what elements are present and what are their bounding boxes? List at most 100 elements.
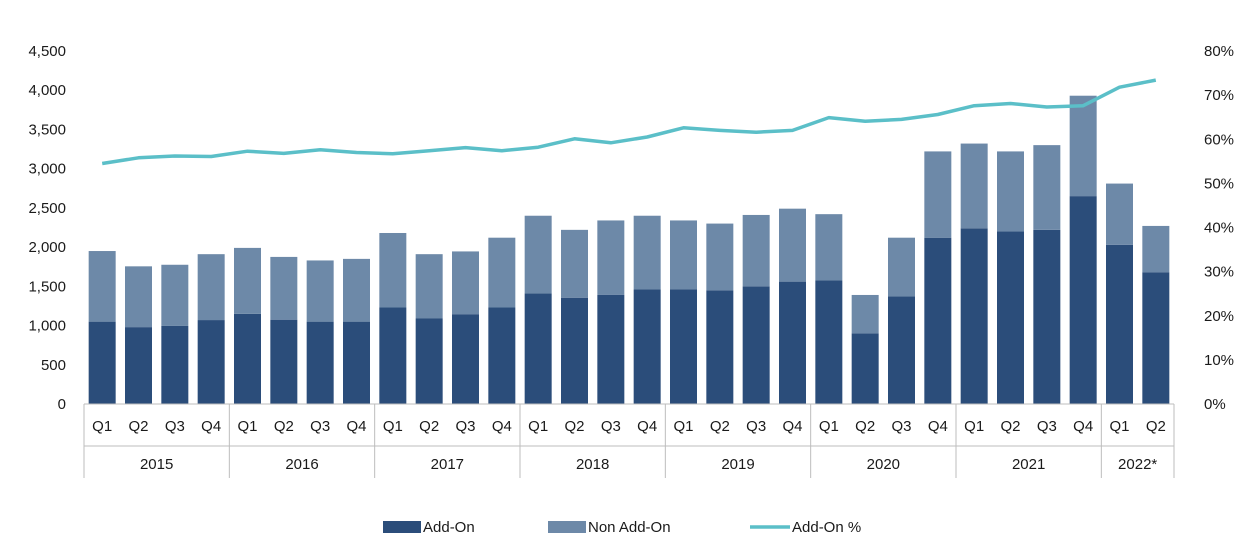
quarter-tick-label: Q3 — [310, 418, 330, 435]
bar-non-add-on — [888, 237, 915, 297]
quarter-tick-label: Q4 — [492, 418, 512, 435]
bar-non-add-on — [306, 260, 334, 322]
bar-non-add-on — [415, 254, 443, 319]
legend: Add-On Non Add-On Add-On % — [383, 519, 861, 536]
bar-add-on — [997, 231, 1024, 404]
left-axis-tick-label: 3,000 — [28, 161, 66, 178]
left-axis-tick-label: 2,500 — [28, 200, 66, 217]
bar-add-on — [1069, 196, 1097, 404]
bar-add-on — [524, 293, 552, 404]
bar-non-add-on — [779, 208, 806, 282]
bar-non-add-on — [1106, 183, 1133, 245]
left-axis-tick-label: 500 — [41, 357, 66, 374]
axes-layer: 0 500 1,000 1,500 2,000 2,500 3,000 3,500 4,000 4… — [28, 43, 1234, 478]
bar-add-on — [779, 281, 806, 404]
quarter-tick-label: Q1 — [819, 418, 839, 435]
bar-add-on — [960, 228, 988, 404]
bar-non-add-on — [197, 254, 225, 321]
quarter-tick-label: Q4 — [346, 418, 366, 435]
bar-add-on — [343, 321, 370, 404]
quarter-tick-label: Q1 — [964, 418, 984, 435]
quarter-tick-label: Q1 — [1109, 418, 1129, 435]
bar-non-add-on — [706, 223, 734, 291]
bar-non-add-on — [270, 256, 298, 320]
bar-add-on — [452, 314, 479, 404]
bar-add-on — [706, 290, 734, 404]
quarter-tick-label: Q3 — [746, 418, 766, 435]
quarter-tick-label: Q2 — [1000, 418, 1020, 435]
line-add-on-pct — [101, 78, 1157, 166]
left-axis-tick-label: 1,500 — [28, 278, 66, 295]
bar-add-on — [561, 297, 588, 404]
quarter-tick-label: Q3 — [165, 418, 185, 435]
bar-non-add-on — [125, 266, 152, 328]
bar-non-add-on — [1142, 225, 1170, 273]
quarter-tick-label: Q4 — [201, 418, 221, 435]
quarter-tick-label: Q4 — [637, 418, 657, 435]
left-axis-tick-label: 4,000 — [28, 82, 66, 99]
bar-add-on — [597, 294, 625, 404]
right-axis-tick-label: 80% — [1204, 43, 1234, 60]
bar-add-on — [888, 296, 915, 404]
bar-non-add-on — [960, 143, 988, 229]
bar-add-on — [1106, 244, 1133, 404]
bar-non-add-on — [670, 220, 697, 290]
right-axis-tick-label: 30% — [1204, 264, 1234, 281]
year-tick-label: 2019 — [721, 456, 754, 473]
bar-non-add-on — [234, 247, 261, 314]
bar-add-on — [1033, 229, 1061, 404]
right-axis-tick-label: 40% — [1204, 220, 1234, 237]
legend-swatch-add-on — [383, 521, 421, 533]
year-tick-label: 2022* — [1118, 456, 1157, 473]
quarter-tick-label: Q4 — [1073, 418, 1093, 435]
bar-add-on — [270, 319, 298, 404]
bar-non-add-on — [488, 237, 516, 308]
bar-add-on — [415, 318, 443, 404]
quarter-tick-label: Q2 — [419, 418, 439, 435]
quarter-tick-label: Q2 — [564, 418, 584, 435]
bar-add-on — [161, 325, 189, 404]
quarter-tick-label: Q4 — [782, 418, 802, 435]
bar-add-on — [815, 280, 843, 404]
bar-add-on — [1142, 272, 1170, 404]
quarter-tick-label: Q3 — [455, 418, 475, 435]
left-axis-tick-label: 0 — [58, 396, 66, 413]
quarter-tick-label: Q1 — [92, 418, 112, 435]
bar-add-on — [234, 313, 261, 404]
bar-add-on — [88, 321, 116, 404]
year-tick-label: 2020 — [867, 456, 900, 473]
bar-add-on — [924, 237, 952, 404]
right-axis-tick-label: 50% — [1204, 175, 1234, 192]
right-axis-tick-label: 70% — [1204, 87, 1234, 104]
bar-non-add-on — [524, 215, 552, 294]
bar-add-on — [197, 320, 225, 404]
right-axis-tick-label: 20% — [1204, 308, 1234, 325]
left-axis-tick-label: 1,000 — [28, 318, 66, 335]
bar-non-add-on — [379, 232, 407, 308]
bar-add-on — [742, 286, 770, 404]
bar-non-add-on — [452, 251, 479, 315]
line-layer — [101, 78, 1157, 166]
bar-add-on — [379, 307, 407, 404]
legend-swatch-non-add-on — [548, 521, 586, 533]
quarter-tick-label: Q1 — [383, 418, 403, 435]
quarter-tick-label: Q3 — [601, 418, 621, 435]
quarter-tick-label: Q2 — [710, 418, 730, 435]
quarter-tick-label: Q4 — [928, 418, 948, 435]
bar-add-on — [633, 289, 661, 404]
bar-non-add-on — [343, 258, 370, 322]
right-axis-tick-label: 10% — [1204, 352, 1234, 369]
quarter-tick-label: Q2 — [274, 418, 294, 435]
bar-non-add-on — [815, 214, 843, 281]
bar-add-on — [488, 307, 516, 404]
year-tick-label: 2015 — [140, 456, 173, 473]
bar-non-add-on — [633, 215, 661, 290]
bar-non-add-on — [997, 151, 1024, 232]
year-tick-label: 2021 — [1012, 456, 1045, 473]
left-axis-tick-label: 3,500 — [28, 121, 66, 138]
bars-layer — [88, 95, 1170, 404]
quarter-tick-label: Q3 — [1037, 418, 1057, 435]
legend-label-non-add-on: Non Add-On — [588, 519, 671, 536]
